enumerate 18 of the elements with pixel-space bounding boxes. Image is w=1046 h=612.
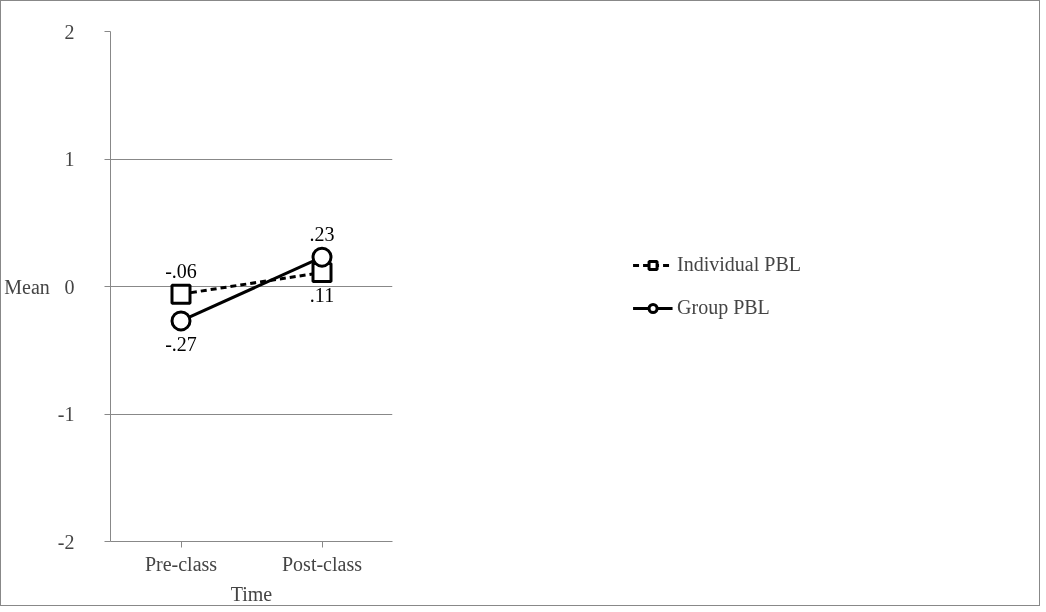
y-tick-label: 1 (64, 148, 75, 170)
data-label: .23 (309, 223, 335, 246)
point (170, 310, 192, 332)
y-tick-label: 0 (64, 275, 75, 298)
x-tick-label: Post-class (282, 552, 363, 575)
y-tick-label: -1 (57, 403, 75, 425)
y-tick-label: -2 (57, 530, 75, 553)
x-axis-title: Time (230, 582, 273, 605)
point (311, 246, 333, 268)
x-tick-label: Pre-class (144, 552, 218, 575)
data-label: -.27 (165, 332, 197, 355)
y-tick-label: 2 (64, 20, 75, 43)
legend-label: Group PBL (677, 296, 770, 319)
data-label: .11 (309, 284, 335, 307)
point (170, 283, 192, 305)
y-axis-title: Mean (4, 275, 50, 298)
data-label: -.06 (165, 260, 197, 283)
legend-label: Individual PBL (677, 253, 801, 276)
